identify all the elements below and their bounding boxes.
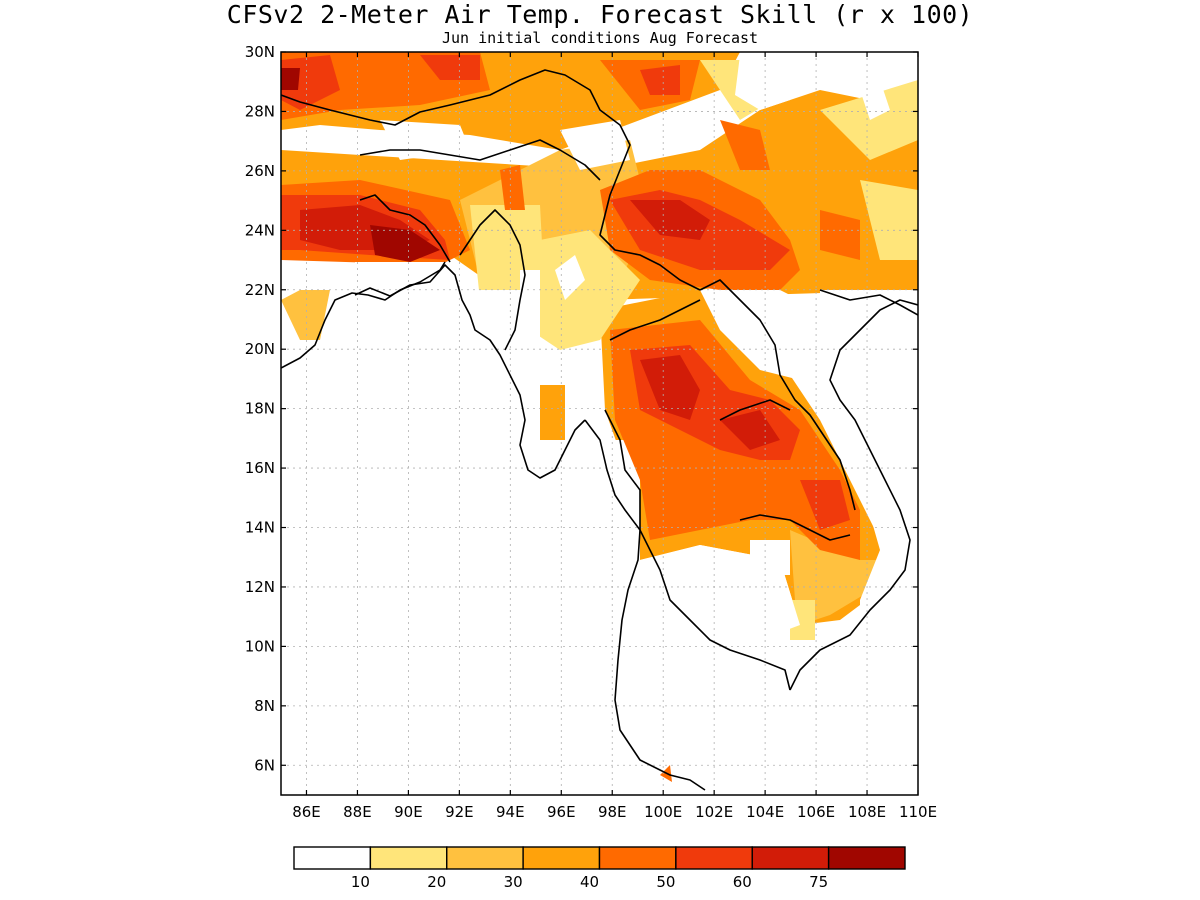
lon-tick-label: 88E	[343, 803, 372, 821]
lat-tick-label: 10N	[245, 637, 275, 655]
lat-tick-label: 16N	[245, 459, 275, 477]
map-subtitle: Jun initial conditions Aug Forecast	[441, 29, 759, 47]
lat-tick-label: 22N	[245, 281, 275, 299]
lat-tick-label: 30N	[245, 43, 275, 61]
skill-shading-layer	[281, 52, 918, 795]
lon-tick-label: 106E	[797, 803, 835, 821]
colorbar-swatch	[369, 846, 448, 870]
colorbar-swatch	[675, 846, 753, 870]
lat-tick-label: 12N	[245, 578, 275, 596]
map-title: CFSv2 2-Meter Air Temp. Forecast Skill (…	[226, 0, 974, 29]
lon-tick-label: 92E	[445, 803, 474, 821]
colorbar-swatch	[598, 846, 677, 870]
lat-tick-label: 28N	[245, 102, 275, 120]
colorbar-label: 30	[504, 873, 523, 891]
colorbar-label: 10	[351, 873, 370, 891]
lon-tick-label: 104E	[746, 803, 784, 821]
lat-tick-label: 18N	[245, 400, 275, 418]
lat-tick-label: 24N	[245, 221, 275, 239]
plot-frame	[280, 51, 919, 796]
lat-tick-label: 20N	[245, 340, 275, 358]
lon-tick-label: 102E	[695, 803, 733, 821]
colorbar-swatch	[751, 846, 830, 870]
lon-tick-label: 110E	[899, 803, 937, 821]
colorbar-swatch	[293, 846, 372, 870]
lat-tick-label: 8N	[254, 697, 275, 715]
lon-tick-label: 98E	[598, 803, 627, 821]
lon-tick-label: 96E	[547, 803, 576, 821]
lon-tick-label: 94E	[496, 803, 525, 821]
colorbar-swatch	[827, 846, 906, 870]
colorbar-swatch	[446, 846, 524, 870]
colorbar-swatch	[522, 846, 601, 870]
colorbar: 10 20 30 40 50 60 75	[293, 846, 906, 891]
lon-tick-label: 108E	[848, 803, 886, 821]
lon-tick-label: 86E	[292, 803, 321, 821]
lon-tick-label: 100E	[644, 803, 682, 821]
colorbar-label: 20	[427, 873, 446, 891]
colorbar-label: 60	[733, 873, 752, 891]
colorbar-label: 50	[656, 873, 675, 891]
coastline-borders	[281, 69, 918, 791]
lat-tick-label: 6N	[254, 756, 275, 774]
lat-tick-label: 26N	[245, 162, 275, 180]
colorbar-label: 75	[809, 873, 828, 891]
lon-tick-label: 90E	[394, 803, 423, 821]
axis-ticks: 86E 88E 90E 92E 94E 96E 98E 100E 102E 104E 106E 108…	[245, 43, 937, 821]
colorbar-label: 40	[580, 873, 599, 891]
lat-tick-label: 14N	[245, 519, 275, 537]
